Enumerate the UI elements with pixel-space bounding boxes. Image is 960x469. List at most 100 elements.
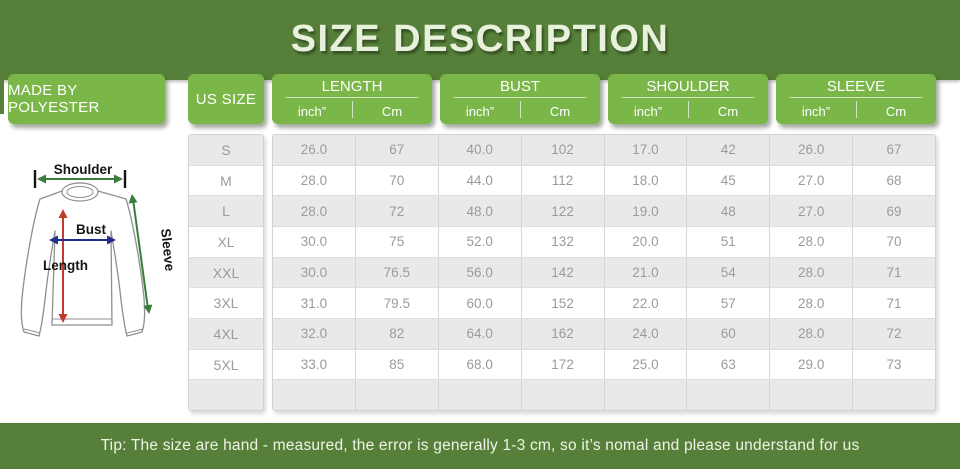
value-cell: 30.0 xyxy=(273,257,356,288)
value-cell: 51 xyxy=(687,227,771,257)
value-cell: 142 xyxy=(522,257,605,288)
size-row: 5XL xyxy=(189,349,263,381)
value-cell: 68.0 xyxy=(439,349,522,380)
size-row: XXL xyxy=(189,257,263,289)
value-cell: 68 xyxy=(886,173,902,188)
table-row: 30.0 75 52.0 132 20.0 51 28.0 70 xyxy=(273,227,935,258)
value-cell: 60 xyxy=(687,319,771,349)
unit-inch: inch” xyxy=(465,103,495,119)
value-cell: 63 xyxy=(687,349,771,380)
group-units: inch” Cm xyxy=(776,98,936,124)
value-cell: 54 xyxy=(687,257,771,288)
value-cell: 56.0 xyxy=(439,257,522,288)
length-label: Length xyxy=(43,258,88,273)
value-cell: 132 xyxy=(522,227,605,257)
value-cell: 28.0 xyxy=(770,227,854,257)
value-cell: 75 xyxy=(356,227,439,257)
unit-divider xyxy=(520,101,521,118)
size-cell: M xyxy=(220,172,232,189)
group-label: BUST xyxy=(499,78,540,95)
size-cell: 5XL xyxy=(213,356,239,373)
length-arrowhead-top xyxy=(58,209,68,218)
bust-label: Bust xyxy=(76,222,107,237)
size-cell: XXL xyxy=(212,264,240,281)
value-cell: 21.0 xyxy=(605,257,688,288)
cuff-line-right xyxy=(126,328,144,334)
unit-divider xyxy=(688,101,689,118)
value-cell: 19.0 xyxy=(605,196,688,227)
group-underline xyxy=(790,97,922,98)
value-cell: 22.0 xyxy=(605,288,688,319)
size-row: S xyxy=(189,135,263,166)
value-cell: 32.0 xyxy=(273,319,356,349)
size-row: 3XL xyxy=(189,288,263,320)
unit-cm: Cm xyxy=(381,103,403,119)
value-cell: 67 xyxy=(886,142,902,158)
group-units: inch” Cm xyxy=(608,98,768,124)
value-cell: 60.0 xyxy=(439,288,522,319)
value-cell: 28.0 xyxy=(770,319,854,349)
table-row: 28.0 72 48.0 122 19.0 48 27.0 69 xyxy=(273,196,935,228)
value-cell: 28.0 xyxy=(770,257,854,288)
group-label: LENGTH xyxy=(321,78,383,95)
size-cell: 4XL xyxy=(213,325,239,342)
value-cell: 67 xyxy=(356,135,439,165)
table-row: 30.0 76.5 56.0 142 21.0 54 28.0 71 xyxy=(273,257,935,289)
shoulder-label: Shoulder xyxy=(54,162,113,177)
group-units: inch” Cm xyxy=(440,98,600,124)
page-title: SIZE DESCRIPTION xyxy=(290,18,670,60)
value-cell xyxy=(356,380,439,410)
size-cell: XL xyxy=(217,233,235,250)
us-size-header: US SIZE xyxy=(188,74,264,124)
size-cell xyxy=(189,380,263,410)
unit-inch: inch” xyxy=(801,103,831,119)
value-cell: 72 xyxy=(356,196,439,227)
value-cell: 70 xyxy=(356,165,439,196)
tip-bar: Tip: The size are hand - measured, the e… xyxy=(0,423,960,469)
value-cell: 31.0 xyxy=(273,288,356,319)
bust-arrowhead-right xyxy=(107,235,116,245)
value-cell: 42 xyxy=(687,135,771,165)
value-cell: 28.0 xyxy=(273,165,356,196)
value-cell: 44.0 xyxy=(439,165,522,196)
value-cell: 57 xyxy=(687,288,771,319)
value-cell: 102 xyxy=(522,135,605,165)
value-cell: 25.0 xyxy=(605,349,688,380)
shoulder-arrowhead-left xyxy=(37,174,46,184)
unit-divider xyxy=(352,101,353,118)
unit-cm: Cm xyxy=(717,103,739,119)
sleeve-label: Sleeve xyxy=(158,228,177,273)
shirt-measurement-diagram: Shoulder Length Bust Sleeve xyxy=(20,162,177,337)
bust-arrowhead-left xyxy=(49,235,58,245)
table-row xyxy=(273,380,935,410)
shirt-outline xyxy=(20,185,146,337)
collar-inner xyxy=(66,186,94,198)
sleeve-arrowhead-bottom xyxy=(143,304,153,314)
group-units: inch” Cm xyxy=(272,98,432,124)
table-row: 28.0 70 44.0 112 18.0 45 27.0 68 xyxy=(273,165,935,197)
unit-divider xyxy=(856,101,857,118)
size-cell: 3XL xyxy=(213,295,239,312)
group-label: SLEEVE xyxy=(826,78,886,95)
size-row: 4XL xyxy=(189,319,263,350)
unit-inch: inch” xyxy=(297,103,327,119)
value-cell: 69 xyxy=(886,203,902,219)
value-cell: 27.0 xyxy=(770,165,854,196)
length-arrowhead-bottom xyxy=(58,314,68,323)
value-cell: 40.0 xyxy=(439,135,522,165)
table-row: 26.0 67 40.0 102 17.0 42 26.0 67 xyxy=(273,135,935,166)
size-row: XL xyxy=(189,227,263,258)
sleeve-arrowhead-top xyxy=(128,194,138,204)
value-cell xyxy=(770,380,854,410)
value-cell: 79.5 xyxy=(356,288,439,319)
value-cell: 24.0 xyxy=(605,319,688,349)
value-cell: 28.0 xyxy=(273,196,356,227)
value-cell: 30.0 xyxy=(273,227,356,257)
shoulder-arrowhead-right xyxy=(114,174,123,184)
value-cell: 73 xyxy=(886,357,902,373)
unit-cm: Cm xyxy=(549,103,571,119)
header-band: SIZE DESCRIPTION xyxy=(0,0,960,80)
value-cell: 70 xyxy=(886,234,902,250)
value-cell: 72 xyxy=(886,326,902,342)
